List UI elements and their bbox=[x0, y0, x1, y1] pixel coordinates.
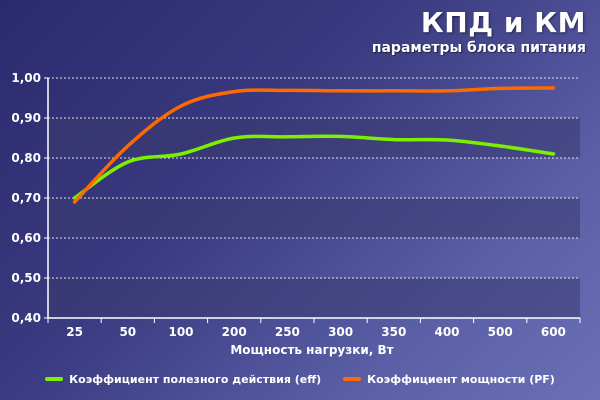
y-tick-label: 0,80 bbox=[11, 151, 41, 165]
data-point-pf bbox=[126, 144, 130, 148]
x-tick-label: 250 bbox=[275, 325, 300, 339]
series-lines bbox=[72, 86, 556, 204]
legend-swatch-pf bbox=[343, 377, 362, 381]
data-point-pf bbox=[445, 89, 449, 93]
y-tick-label: 0,90 bbox=[11, 111, 41, 125]
data-point-pf bbox=[392, 89, 396, 93]
data-point-pf bbox=[73, 200, 77, 204]
data-point-eff bbox=[126, 160, 130, 164]
data-point-pf bbox=[498, 86, 502, 90]
data-point-pf bbox=[339, 89, 343, 93]
x-tick-label: 25 bbox=[66, 325, 83, 339]
data-point-eff bbox=[285, 135, 289, 139]
data-point-eff bbox=[392, 138, 396, 142]
data-point-pf bbox=[179, 104, 183, 108]
x-tick-label: 400 bbox=[434, 325, 459, 339]
data-point-eff bbox=[445, 138, 449, 142]
x-tick-label: 50 bbox=[119, 325, 136, 339]
legend-item-pf: Коэффициент мощности (PF) bbox=[343, 373, 555, 386]
y-tick-label: 0,70 bbox=[11, 191, 41, 205]
x-tick-label: 100 bbox=[168, 325, 193, 339]
data-point-pf bbox=[285, 88, 289, 92]
x-tick-label: 600 bbox=[541, 325, 566, 339]
x-tick-label: 200 bbox=[222, 325, 247, 339]
legend-label-eff: Коэффициент полезного действия (eff) bbox=[69, 372, 322, 386]
plot-band bbox=[48, 198, 580, 238]
plot-band bbox=[48, 278, 580, 318]
data-point-pf bbox=[551, 86, 555, 90]
y-tick-label: 0,50 bbox=[11, 271, 41, 285]
axes bbox=[44, 77, 581, 323]
legend-item-eff: Коэффициент полезного действия (eff) bbox=[45, 373, 321, 386]
data-point-eff bbox=[232, 136, 236, 140]
legend-label-pf: Коэффициент мощности (PF) bbox=[367, 372, 555, 386]
data-point-eff bbox=[339, 134, 343, 138]
data-point-pf bbox=[232, 90, 236, 94]
x-axis-title: Мощность нагрузки, Вт bbox=[230, 343, 393, 357]
legend: Коэффициент полезного действия (eff) Коэ… bbox=[0, 370, 600, 388]
x-tick-label: 500 bbox=[488, 325, 513, 339]
chart-title: КПД и КМ bbox=[420, 6, 586, 39]
y-tick-label: 0,40 bbox=[11, 311, 41, 325]
data-point-eff bbox=[498, 144, 502, 148]
legend-swatch-eff bbox=[45, 377, 64, 381]
series-line-pf bbox=[72, 86, 556, 204]
grid-lines bbox=[48, 77, 580, 279]
series-line-eff bbox=[72, 134, 556, 200]
chart-subtitle: параметры блока питания bbox=[371, 40, 586, 56]
x-tick-label: 300 bbox=[328, 325, 353, 339]
y-tick-label: 1,00 bbox=[11, 71, 41, 85]
data-point-eff bbox=[551, 152, 555, 156]
tick-labels: 0,40 0,50 0,60 0,70 0,80 0,90 1,00 25 50 100 200 25… bbox=[11, 71, 566, 339]
x-tick-label: 350 bbox=[381, 325, 406, 339]
y-tick-label: 0,60 bbox=[11, 231, 41, 245]
data-point-eff bbox=[179, 152, 183, 156]
